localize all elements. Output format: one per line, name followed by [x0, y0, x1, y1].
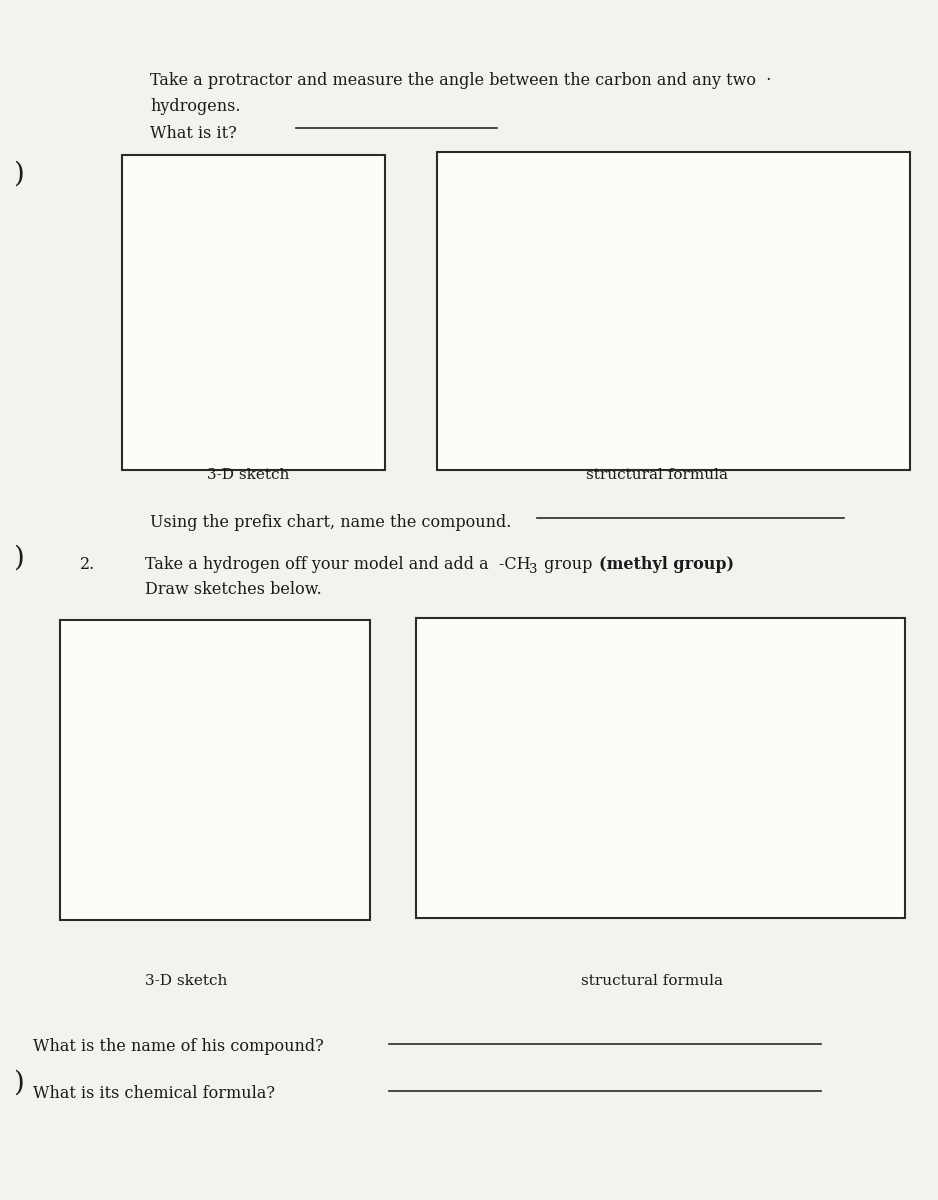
Text: Using the prefix chart, name the compound.: Using the prefix chart, name the compoun…: [150, 514, 511, 530]
Text: group: group: [539, 556, 598, 572]
Text: structural formula: structural formula: [581, 974, 723, 989]
Text: ): ): [13, 1070, 24, 1097]
Text: 3: 3: [529, 563, 537, 576]
Bar: [60, 620, 370, 920]
Bar: [437, 152, 910, 470]
Text: Take a hydrogen off your model and add a  -CH: Take a hydrogen off your model and add a…: [145, 556, 531, 572]
Text: What is the name of his compound?: What is the name of his compound?: [33, 1038, 324, 1055]
Text: Draw sketches below.: Draw sketches below.: [145, 581, 322, 598]
Text: hydrogens.: hydrogens.: [150, 98, 240, 115]
Bar: [122, 155, 385, 470]
Text: What is it?: What is it?: [150, 125, 236, 142]
Text: Take a protractor and measure the angle between the carbon and any two  ·: Take a protractor and measure the angle …: [150, 72, 771, 89]
Text: 3-D sketch: 3-D sketch: [144, 974, 227, 989]
Bar: [416, 618, 905, 918]
Text: 2.: 2.: [80, 556, 95, 572]
Text: (methyl group): (methyl group): [599, 556, 734, 572]
Text: ): ): [13, 161, 24, 187]
Text: structural formula: structural formula: [585, 468, 728, 482]
Text: ): ): [13, 545, 24, 571]
Text: What is its chemical formula?: What is its chemical formula?: [33, 1085, 275, 1102]
Text: 3-D sketch: 3-D sketch: [207, 468, 290, 482]
